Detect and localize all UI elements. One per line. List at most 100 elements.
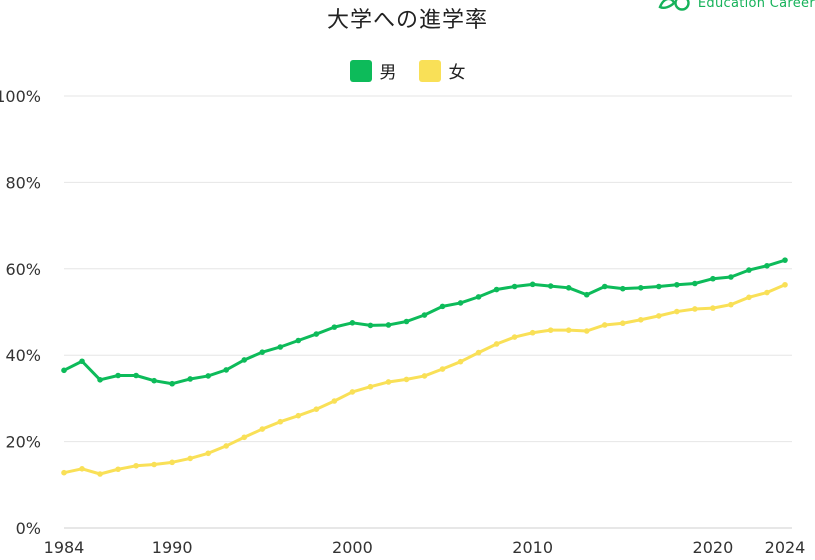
data-point[interactable] (457, 300, 464, 306)
data-point[interactable] (565, 285, 572, 291)
data-point[interactable] (385, 379, 392, 385)
data-point[interactable] (223, 367, 230, 373)
data-point[interactable] (529, 281, 536, 288)
data-point[interactable] (277, 418, 284, 425)
data-point[interactable] (583, 291, 590, 298)
data-point[interactable] (277, 344, 284, 350)
data-point[interactable] (403, 376, 410, 383)
data-point[interactable] (205, 373, 211, 379)
data-point[interactable] (457, 358, 464, 365)
data-point[interactable] (187, 455, 193, 462)
data-point[interactable] (115, 372, 121, 379)
data-point[interactable] (475, 349, 482, 356)
data-point[interactable] (674, 308, 680, 315)
data-point[interactable] (313, 331, 320, 337)
series-lines (61, 257, 788, 477)
data-point[interactable] (782, 257, 788, 263)
y-axis-ticks: 0% 20% 40% 60% 80% 100% (0, 87, 41, 538)
data-point[interactable] (97, 377, 103, 383)
chart-legend: 男 女 (0, 58, 815, 83)
data-point[interactable] (403, 318, 410, 325)
data-point[interactable] (421, 373, 428, 379)
data-point[interactable] (259, 349, 266, 355)
x-tick-label: 2020 (693, 538, 734, 557)
data-point[interactable] (79, 358, 85, 365)
x-tick-label: 2010 (512, 538, 553, 557)
data-point[interactable] (493, 286, 500, 293)
y-tick-label: 0% (16, 519, 41, 538)
y-tick-label: 80% (5, 173, 41, 192)
data-point[interactable] (133, 372, 139, 379)
data-point[interactable] (331, 398, 338, 404)
y-tick-label: 20% (5, 433, 41, 452)
data-point[interactable] (746, 267, 752, 273)
data-point[interactable] (728, 301, 734, 308)
data-point[interactable] (169, 459, 175, 466)
data-point[interactable] (511, 334, 518, 340)
data-point[interactable] (259, 426, 266, 432)
data-point[interactable] (764, 289, 770, 296)
data-point[interactable] (61, 469, 67, 476)
data-point[interactable] (295, 412, 302, 419)
data-point[interactable] (601, 283, 608, 290)
data-point[interactable] (692, 280, 698, 287)
data-point[interactable] (529, 329, 536, 336)
data-point[interactable] (638, 316, 644, 323)
data-point[interactable] (169, 380, 175, 387)
data-point[interactable] (349, 320, 356, 326)
data-point[interactable] (601, 322, 608, 328)
data-point[interactable] (547, 327, 554, 333)
data-point[interactable] (151, 461, 157, 468)
data-point[interactable] (241, 434, 248, 441)
leaf-logo-icon (658, 0, 690, 11)
data-point[interactable] (115, 466, 121, 473)
y-tick-label: 60% (5, 260, 41, 279)
data-point[interactable] (692, 306, 698, 312)
data-point[interactable] (638, 285, 644, 291)
data-point[interactable] (746, 294, 752, 301)
data-point[interactable] (674, 281, 680, 288)
data-point[interactable] (439, 303, 446, 310)
data-point[interactable] (97, 471, 103, 477)
data-point[interactable] (151, 377, 157, 384)
data-point[interactable] (367, 322, 374, 329)
data-point[interactable] (710, 275, 716, 282)
data-point[interactable] (439, 366, 446, 372)
data-point[interactable] (547, 283, 554, 289)
data-point[interactable] (367, 383, 374, 390)
data-point[interactable] (493, 341, 500, 347)
legend-item-male[interactable]: 男 (349, 58, 397, 83)
y-tick-label: 40% (5, 346, 41, 365)
data-point[interactable] (619, 285, 626, 292)
data-point[interactable] (656, 283, 662, 290)
data-point[interactable] (187, 376, 193, 382)
y-tick-label: 100% (0, 87, 41, 106)
data-point[interactable] (331, 324, 338, 330)
legend-label-male: 男 (379, 63, 397, 83)
data-point[interactable] (565, 327, 572, 333)
data-point[interactable] (385, 322, 392, 328)
data-point[interactable] (511, 283, 518, 290)
x-axis-ticks: 1984 1990 2000 2010 2020 2024 (44, 538, 806, 557)
data-point[interactable] (295, 337, 302, 344)
legend-item-female[interactable]: 女 (418, 58, 466, 83)
data-point[interactable] (782, 281, 788, 288)
data-point[interactable] (764, 262, 770, 269)
data-point[interactable] (421, 312, 428, 318)
data-point[interactable] (79, 466, 85, 472)
data-point[interactable] (205, 450, 211, 457)
data-point[interactable] (241, 357, 248, 363)
legend-swatch-female (418, 59, 441, 82)
data-point[interactable] (133, 462, 139, 469)
data-point[interactable] (349, 389, 356, 395)
data-point[interactable] (656, 313, 662, 319)
data-point[interactable] (475, 294, 482, 300)
data-point[interactable] (619, 320, 626, 327)
data-point[interactable] (710, 305, 716, 311)
data-point[interactable] (61, 367, 67, 374)
data-point[interactable] (583, 328, 590, 334)
data-point[interactable] (313, 406, 320, 413)
data-point[interactable] (223, 443, 230, 449)
data-point[interactable] (728, 274, 734, 280)
